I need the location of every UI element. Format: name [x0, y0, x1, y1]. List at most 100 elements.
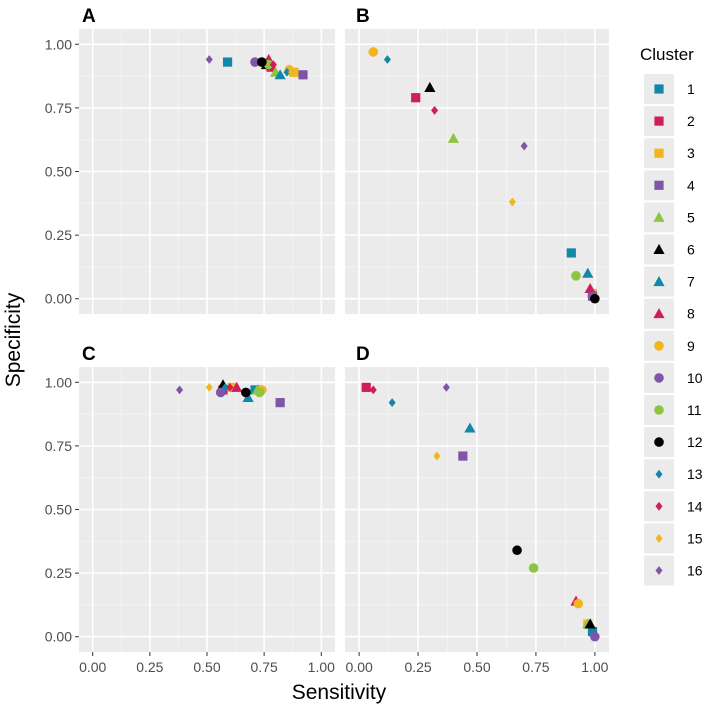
legend-label: 16: [687, 563, 703, 579]
legend-label: 8: [687, 306, 695, 322]
point-cluster-10: [250, 57, 260, 67]
point-cluster-16: [520, 141, 528, 151]
point-cluster-15: [508, 197, 516, 207]
x-tick-label: 0.50: [193, 659, 220, 675]
data-points: [361, 382, 600, 642]
panel-b: B: [345, 6, 609, 314]
x-tick-label: 0.00: [346, 659, 373, 675]
legend-item-9: 9: [644, 330, 695, 361]
point-cluster-1: [222, 57, 233, 67]
legend-item-15: 15: [644, 523, 703, 554]
panel-label: D: [356, 344, 370, 365]
point-cluster-13: [221, 382, 229, 392]
legend-label: 10: [687, 370, 703, 386]
legend-marker-12: [654, 437, 664, 447]
legend-label: 13: [687, 466, 703, 482]
y-tick-label: 0.50: [45, 502, 72, 518]
data-points: [368, 47, 600, 304]
point-cluster-12: [590, 293, 600, 304]
legend-label: 7: [687, 274, 695, 290]
x-tick-label: 0.00: [79, 659, 106, 675]
x-tick-label: 0.50: [463, 659, 490, 675]
x-tick-label: 0.75: [522, 659, 549, 675]
point-cluster-7: [464, 422, 476, 433]
legend-marker-13: [655, 469, 663, 479]
legend-marker-3: [654, 148, 664, 158]
point-cluster-2: [361, 382, 371, 392]
point-cluster-14: [269, 60, 277, 70]
panel-a: A 0.00 0.25 0.50 0.75 1.00: [45, 6, 335, 314]
x-tick-label: 0.25: [404, 659, 431, 675]
point-cluster-10: [215, 387, 226, 398]
point-cluster-13: [388, 398, 396, 408]
legend-label: 2: [687, 113, 695, 129]
legend-item-7: 7: [644, 266, 695, 297]
legend-label: 12: [687, 434, 703, 450]
point-cluster-4: [458, 451, 468, 461]
x-tick-label: 1.00: [581, 659, 608, 675]
y-tick-label: 0.75: [45, 438, 72, 454]
y-tick-label: 1.00: [45, 36, 72, 52]
point-cluster-16: [205, 55, 213, 64]
panel-label: A: [82, 6, 96, 27]
point-cluster-7: [582, 267, 594, 278]
legend-title: Cluster: [640, 45, 694, 64]
legend-item-16: 16: [644, 555, 703, 586]
legend-label: 15: [687, 530, 703, 546]
point-cluster-12: [257, 57, 267, 67]
legend-item-3: 3: [644, 138, 695, 169]
panel-d: D 0.00 0.25 0.50 0.75 1.00: [345, 344, 609, 675]
legend-marker-16: [655, 566, 663, 575]
point-cluster-7: [274, 69, 286, 80]
point-cluster-11: [571, 271, 581, 281]
point-cluster-12: [512, 545, 522, 556]
legend-label: 4: [687, 177, 695, 193]
point-cluster-2: [411, 93, 421, 103]
y-tick-label: 0.75: [45, 100, 72, 116]
legend-item-5: 5: [644, 202, 695, 233]
legend-marker-6: [653, 243, 665, 254]
point-cluster-14: [226, 382, 234, 392]
point-cluster-1: [587, 627, 598, 637]
point-cluster-6: [424, 81, 436, 93]
point-cluster-16: [442, 382, 450, 392]
data-points: [205, 53, 308, 80]
point-cluster-14: [431, 106, 439, 115]
panel-label: B: [356, 6, 370, 27]
legend-marker-15: [655, 534, 663, 543]
point-cluster-4: [298, 70, 308, 80]
legend-marker-1: [654, 84, 664, 94]
point-cluster-4: [275, 398, 285, 408]
y-tick-label: 0.50: [45, 164, 72, 180]
legend-item-6: 6: [644, 234, 695, 265]
point-cluster-9: [573, 598, 584, 609]
y-tick-label: 1.00: [45, 374, 72, 390]
legend-marker-4: [654, 180, 664, 190]
y-tick-label: 0.00: [45, 629, 72, 645]
legend-item-1: 1: [644, 74, 695, 104]
point-cluster-9: [368, 47, 379, 57]
legend-marker-10: [654, 373, 664, 383]
panel-c: C 0.00 0.25 0.50 0.75 1.00 0.00 0.25 0.50 0.75 1.0…: [45, 344, 335, 675]
legend-label: 3: [687, 145, 695, 161]
legend-marker-14: [655, 501, 663, 511]
y-tick-label: 0.25: [45, 565, 72, 581]
point-cluster-14: [369, 385, 377, 395]
legend-marker-9: [654, 341, 664, 351]
panels-layer: A 0.00 0.25 0.50 0.75 1.00 B C 0.00 0.25 0.50 0.75 1…: [45, 6, 609, 675]
point-cluster-5: [447, 132, 460, 143]
x-tick-label: 0.75: [251, 659, 278, 675]
legend-label: 1: [687, 81, 695, 97]
point-cluster-13: [283, 67, 291, 77]
legend-marker-2: [654, 116, 664, 126]
data-points: [176, 379, 285, 408]
point-cluster-16: [176, 385, 184, 395]
point-cluster-10: [590, 631, 600, 642]
point-cluster-12: [241, 387, 251, 398]
legend-marker-7: [653, 276, 665, 287]
legend-item-2: 2: [644, 106, 695, 137]
point-cluster-13: [383, 55, 391, 64]
